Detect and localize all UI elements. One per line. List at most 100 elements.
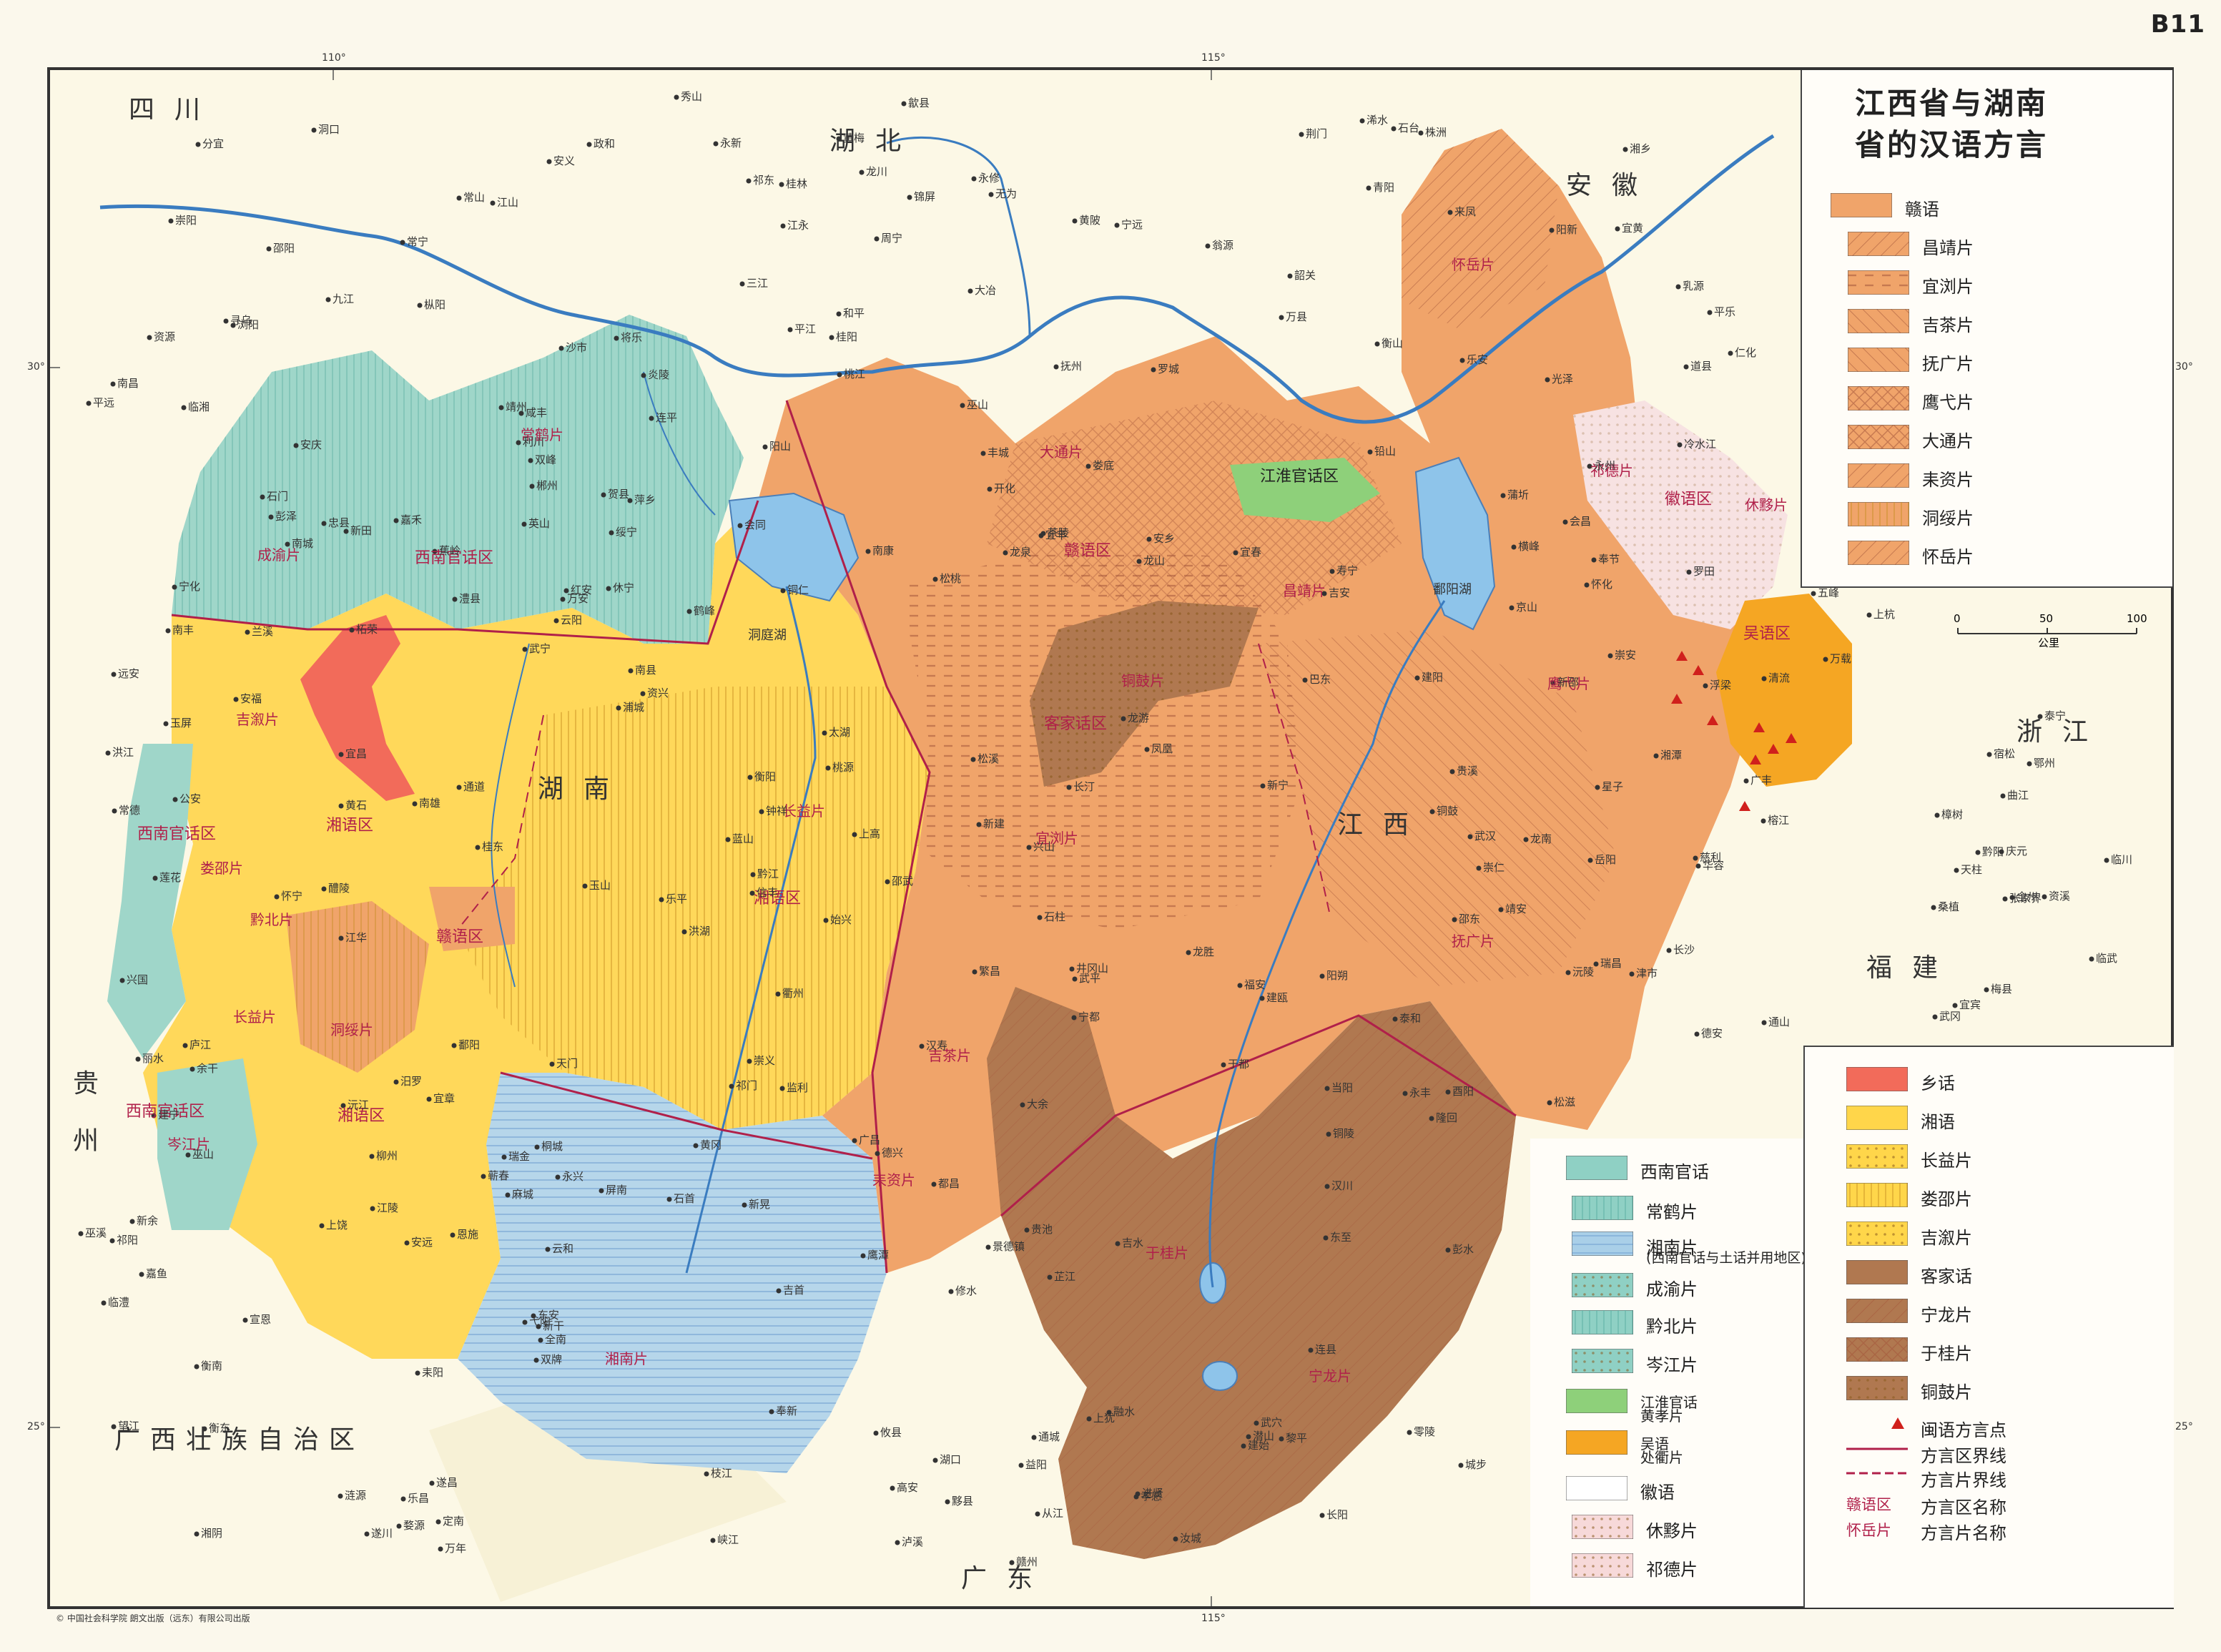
- city-dot: [2002, 896, 2008, 902]
- region-wu: 吴语区: [1743, 625, 1791, 643]
- city-dot: [1121, 716, 1126, 722]
- city-dot: [582, 883, 588, 889]
- city-dot: [1429, 809, 1435, 815]
- city-dot: [1458, 1462, 1464, 1468]
- city-label: 鹤峰: [694, 604, 716, 617]
- scale-tick-0: 0: [1954, 612, 1961, 625]
- city-dot: [456, 785, 462, 790]
- city-dot: [713, 141, 719, 147]
- city-dot: [266, 246, 272, 252]
- city-dot: [490, 200, 496, 206]
- map-title-line1: 江西省与湖南: [1855, 86, 2049, 121]
- city-label: 奉节: [1598, 553, 1620, 566]
- city-dot: [1429, 1116, 1434, 1121]
- city-label: 松桃: [940, 572, 962, 585]
- city-label: 龙泉: [1010, 546, 1032, 559]
- city-label: 融水: [1113, 1405, 1136, 1418]
- legend-label: 岑江片: [1646, 1355, 1698, 1375]
- city-dot: [163, 721, 169, 727]
- city-dot: [182, 1043, 188, 1048]
- legend-label: 耒资片: [1922, 470, 1974, 490]
- gan-river: [1208, 600, 1446, 1288]
- changhe-pattern: [172, 315, 744, 644]
- city-label: 德安: [1701, 1027, 1723, 1040]
- city-dot: [1186, 950, 1191, 955]
- city-label: 慈利: [1700, 851, 1722, 864]
- city-label: 长阳: [1326, 1508, 1349, 1521]
- city-dot: [129, 1219, 135, 1224]
- city-label: 沅江: [348, 1098, 370, 1111]
- lake-dongting: 洞庭湖: [748, 628, 787, 643]
- city-label: 会同: [744, 518, 767, 531]
- city-dot: [1024, 1227, 1030, 1233]
- legend-label: 娄邵片: [1921, 1189, 1972, 1209]
- legend-label: 吉溆片: [1921, 1228, 1972, 1248]
- city-dot: [147, 335, 152, 340]
- city-dot: [1085, 463, 1091, 469]
- city-dot: [1452, 917, 1457, 923]
- city-dot: [704, 1471, 709, 1477]
- tonggu-pattern: [1030, 601, 1259, 787]
- legend-label: 湘语: [1921, 1112, 1955, 1132]
- city-dot: [746, 178, 752, 184]
- city-label: 阳新: [1556, 223, 1578, 236]
- legend-label: 吉茶片: [1922, 315, 1974, 335]
- city-label: 恩施: [457, 1228, 479, 1241]
- city-label: 永丰: [1409, 1086, 1432, 1099]
- city-label: 瑞昌: [1600, 957, 1622, 970]
- city-dot: [1072, 218, 1078, 224]
- scale-tick-50: 50: [2039, 612, 2054, 625]
- city-label: 万安: [567, 592, 589, 605]
- city-label: 都昌: [938, 1177, 960, 1190]
- city-dot: [450, 1232, 455, 1238]
- city-label: 汉川: [1331, 1179, 1354, 1192]
- city-label: 宣恩: [250, 1313, 272, 1326]
- legend-label: 西南官话: [1640, 1162, 1709, 1182]
- legend-swatch: [1565, 1155, 1628, 1181]
- city-dot: [1694, 1031, 1700, 1037]
- city-dot: [1695, 863, 1701, 869]
- city-dot: [780, 588, 786, 594]
- city-dot: [1037, 915, 1043, 920]
- city-label: 孝感: [1141, 1490, 1163, 1503]
- city-dot: [1020, 1102, 1025, 1108]
- city-dot: [1459, 358, 1465, 363]
- city-label: 通道: [463, 780, 486, 793]
- city-dot: [836, 311, 842, 317]
- city-dot: [860, 1253, 866, 1259]
- city-label: 阳朔: [1326, 969, 1349, 982]
- city-dot: [319, 1223, 325, 1229]
- city-label: 双牌: [541, 1353, 563, 1366]
- city-label: 资溪: [2049, 890, 2071, 903]
- city-label: 庆元: [2006, 845, 2028, 857]
- city-label: 新宁: [1267, 779, 1289, 792]
- city-label: 永兴: [562, 1170, 584, 1183]
- city-dot: [985, 1244, 991, 1250]
- city-label: 铜鼓: [1437, 805, 1459, 817]
- city-dot: [1595, 785, 1600, 790]
- city-dot: [1241, 1443, 1246, 1449]
- city-label: 平江: [794, 323, 817, 335]
- city-dot: [1069, 966, 1075, 972]
- legend-swatch: [1846, 1337, 1909, 1362]
- city-dot: [1547, 1100, 1552, 1106]
- city-dot: [874, 236, 880, 242]
- city-dot: [1418, 130, 1424, 136]
- city-label: 从江: [1042, 1507, 1064, 1520]
- city-dot: [710, 1538, 716, 1543]
- city-label: 遂昌: [436, 1476, 458, 1489]
- southwest-mandarin-west: [107, 744, 193, 1058]
- city-label: 樟树: [1941, 808, 1964, 821]
- city-dot: [1728, 350, 1733, 356]
- legend-swatch: [1847, 424, 1910, 450]
- pian-label: 长益片: [782, 802, 825, 820]
- city-label: 新余: [137, 1214, 159, 1227]
- city-label: 新建: [983, 817, 1005, 830]
- city-label: 武冈: [1939, 1010, 1961, 1023]
- city-dot: [438, 1546, 443, 1552]
- city-dot: [1761, 676, 1767, 682]
- city-label: 无为: [995, 187, 1018, 200]
- legend-swatch: [1830, 192, 1893, 218]
- city-dot: [1326, 1131, 1331, 1137]
- city-label: 南丰: [172, 624, 194, 636]
